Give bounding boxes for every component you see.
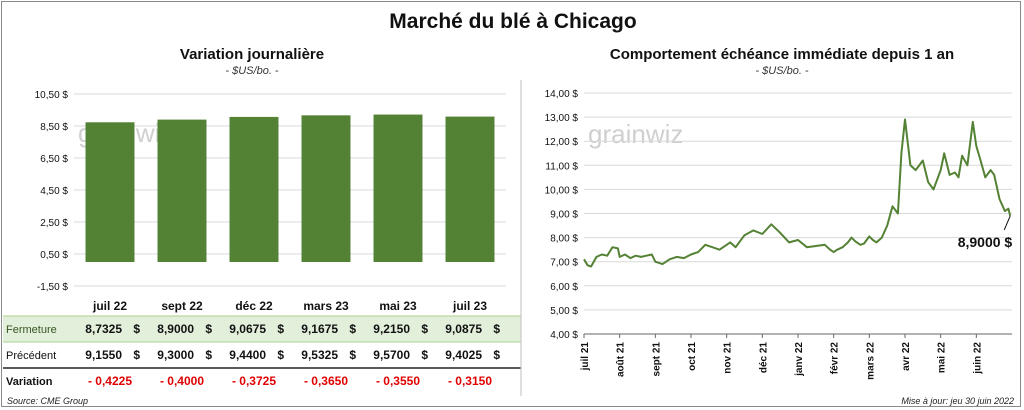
line-chart: grainwiz 4,00 $ 5,00 $ 6,00 $ 7,00 $ 8,00 $ 9,… bbox=[545, 89, 1013, 380]
table-row-highlight bbox=[3, 316, 521, 342]
line-y-tick-label: 9,00 $ bbox=[550, 210, 578, 221]
bar-y-tick-label: 8,50 $ bbox=[40, 122, 68, 133]
line-x-tick-label: août 21 bbox=[616, 342, 627, 377]
table-cell: 9,1550 bbox=[85, 348, 122, 362]
bar-chart: grainwiz-1,50 $0,50 $2,50 $4,50 $6,50 $8… bbox=[3, 80, 522, 396]
table-cell: - 0,3650 bbox=[304, 374, 348, 388]
bar-x-tick-label: juil 22 bbox=[92, 299, 127, 313]
bar-y-tick-label: 6,50 $ bbox=[40, 154, 68, 165]
bar-chart-title: Variation journalière bbox=[179, 46, 325, 63]
table-cell-currency: $ bbox=[493, 322, 500, 336]
line-y-tick-label: 11,00 $ bbox=[545, 161, 578, 172]
bar-y-tick-label: -1,50 $ bbox=[37, 282, 69, 293]
bar-y-tick-label: 10,50 $ bbox=[35, 90, 69, 101]
bar bbox=[373, 114, 423, 262]
table-cell: 9,0675 bbox=[229, 322, 266, 336]
table-cell-currency: $ bbox=[349, 322, 356, 336]
line-y-tick-label: 5,00 $ bbox=[550, 306, 578, 317]
table-cell: 9,4025 bbox=[445, 348, 482, 362]
line-x-tick-label: janv 22 bbox=[794, 342, 805, 377]
line-y-tick-label: 12,00 $ bbox=[545, 137, 579, 148]
line-y-tick-label: 13,00 $ bbox=[545, 113, 579, 124]
annotation-leader bbox=[1003, 215, 1011, 231]
table-cell-currency: $ bbox=[277, 348, 284, 362]
table-cell: - 0,3725 bbox=[232, 374, 276, 388]
table-cell: 8,7325 bbox=[85, 322, 122, 336]
line-x-tick-label: déc 21 bbox=[758, 342, 769, 374]
table-cell-currency: $ bbox=[493, 348, 500, 362]
bar bbox=[229, 116, 279, 262]
table-cell: - 0,3150 bbox=[448, 374, 492, 388]
bar bbox=[445, 116, 495, 262]
bar bbox=[85, 122, 135, 262]
table-cell: 9,2150 bbox=[373, 322, 410, 336]
bar-y-tick-label: 0,50 $ bbox=[40, 250, 68, 261]
bar bbox=[301, 115, 351, 262]
table-cell-currency: $ bbox=[349, 348, 356, 362]
bar-chart-unit: - $US/bo. - bbox=[225, 65, 279, 77]
line-y-tick-label: 4,00 $ bbox=[550, 330, 578, 341]
line-x-tick-label: mars 22 bbox=[865, 342, 876, 380]
table-cell-currency: $ bbox=[277, 322, 284, 336]
line-x-tick-label: nov 21 bbox=[723, 342, 734, 374]
table-cell: 9,4400 bbox=[229, 348, 266, 362]
table-cell-currency: $ bbox=[133, 322, 140, 336]
line-chart-title: Comportement échéance immédiate depuis 1… bbox=[609, 46, 955, 63]
update-note: Mise à jour: jeu 30 juin 2022 bbox=[901, 396, 1014, 406]
bar-x-tick-label: sept 22 bbox=[161, 299, 203, 313]
table-cell: 9,5700 bbox=[373, 348, 410, 362]
line-y-tick-label: 14,00 $ bbox=[545, 89, 579, 100]
bar-x-tick-label: déc 22 bbox=[235, 299, 273, 313]
table-cell: - 0,4000 bbox=[160, 374, 204, 388]
watermark: grainwiz bbox=[588, 119, 683, 149]
table-cell: - 0,4225 bbox=[88, 374, 132, 388]
table-row-label: Variation bbox=[6, 376, 53, 388]
table-row-label: Fermeture bbox=[6, 324, 57, 336]
line-x-tick-label: sept 21 bbox=[651, 342, 662, 377]
line-x-tick-label: avr 22 bbox=[901, 342, 912, 371]
table-cell: 9,1675 bbox=[301, 322, 338, 336]
table-cell: 9,5325 bbox=[301, 348, 338, 362]
table-cell: 8,9000 bbox=[157, 322, 194, 336]
bar-x-tick-label: mai 23 bbox=[379, 299, 417, 313]
table-row-label: Précédent bbox=[6, 350, 56, 362]
bar-y-tick-label: 2,50 $ bbox=[40, 218, 68, 229]
last-price-annotation: 8,9000 $ bbox=[958, 234, 1013, 250]
table-cell: - 0,3550 bbox=[376, 374, 420, 388]
bar bbox=[157, 119, 207, 262]
line-y-tick-label: 7,00 $ bbox=[550, 258, 578, 269]
main-title: Marché du blé à Chicago bbox=[389, 10, 637, 33]
line-y-tick-label: 10,00 $ bbox=[545, 185, 579, 196]
line-y-tick-label: 6,00 $ bbox=[550, 282, 578, 293]
bar-x-tick-label: juil 23 bbox=[452, 299, 487, 313]
bar-x-tick-label: mars 23 bbox=[303, 299, 349, 313]
table-cell-currency: $ bbox=[421, 348, 428, 362]
table-cell-currency: $ bbox=[205, 348, 212, 362]
price-line bbox=[583, 118, 1012, 268]
bar-y-tick-label: 4,50 $ bbox=[40, 186, 68, 197]
table-cell-currency: $ bbox=[205, 322, 212, 336]
line-x-tick-label: mai 22 bbox=[937, 342, 948, 374]
line-y-tick-label: 8,00 $ bbox=[550, 234, 578, 245]
line-x-tick-label: févr 22 bbox=[830, 342, 841, 375]
line-x-tick-label: juil 21 bbox=[580, 342, 591, 372]
table-cell-currency: $ bbox=[133, 348, 140, 362]
source-note: Source: CME Group bbox=[7, 396, 89, 406]
table-cell: 9,3000 bbox=[157, 348, 194, 362]
line-x-tick-label: oct 21 bbox=[687, 342, 698, 371]
line-chart-unit: - $US/bo. - bbox=[755, 65, 809, 77]
table-cell: 9,0875 bbox=[445, 322, 482, 336]
line-x-tick-label: juin 22 bbox=[972, 342, 983, 375]
table-cell-currency: $ bbox=[421, 322, 428, 336]
